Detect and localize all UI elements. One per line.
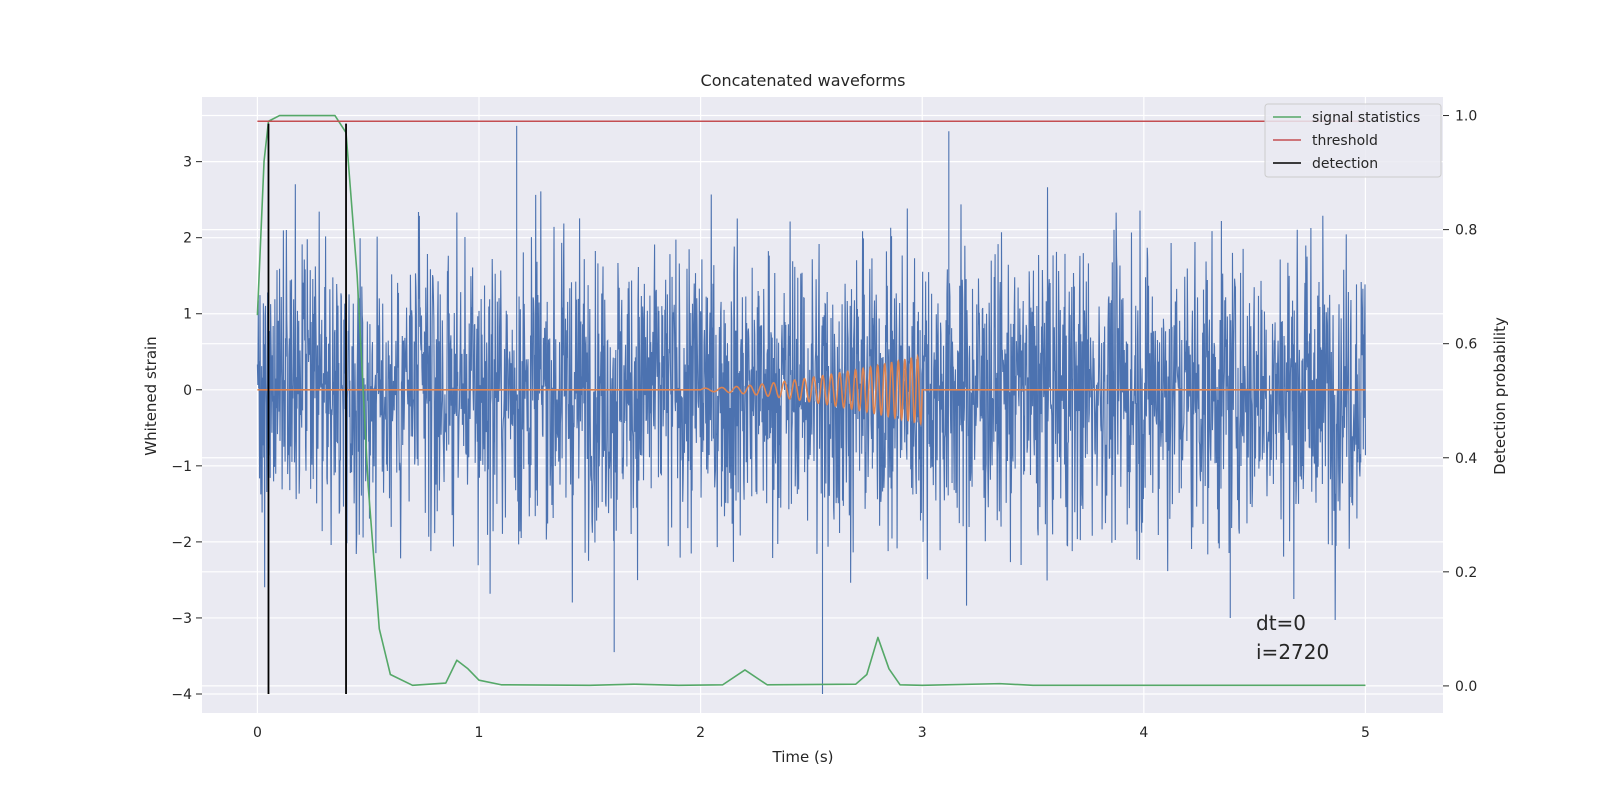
y2-tick-label: 0.0 bbox=[1455, 679, 1477, 695]
y-tick-label: 2 bbox=[183, 231, 192, 247]
y-tick-label: −2 bbox=[171, 535, 192, 551]
y-axis-label: Whitened strain bbox=[142, 336, 160, 455]
y-tick-label: −4 bbox=[171, 687, 192, 703]
annotation-index: i=2720 bbox=[1256, 640, 1329, 664]
noise-series bbox=[256, 125, 1366, 694]
chirp-line bbox=[257, 353, 1366, 427]
y-axis-ticks: 3 2 1 0 −1 −2 −3 −4 bbox=[171, 155, 202, 703]
detection-series bbox=[267, 123, 347, 694]
legend-label-signal-statistics: signal statistics bbox=[1312, 110, 1420, 126]
x-axis-label: Time (s) bbox=[772, 748, 834, 766]
signal-statistics-line bbox=[256, 114, 1366, 687]
x-tick-label: 3 bbox=[918, 725, 927, 741]
signal-statistics-series bbox=[256, 114, 1366, 687]
y-tick-label: 0 bbox=[183, 383, 192, 399]
y2-tick-label: 0.6 bbox=[1455, 337, 1477, 353]
x-tick-label: 5 bbox=[1361, 725, 1370, 741]
x-axis-ticks: 0 1 2 3 4 5 bbox=[253, 725, 1370, 741]
chart-title: Concatenated waveforms bbox=[701, 71, 906, 90]
y2-tick-label: 0.8 bbox=[1455, 223, 1477, 239]
y-tick-label: 3 bbox=[183, 155, 192, 171]
legend-label-detection: detection bbox=[1312, 156, 1378, 172]
chirp-series bbox=[257, 353, 1366, 427]
legend-frame bbox=[1264, 103, 1442, 178]
annotation-dt: dt=0 bbox=[1256, 611, 1306, 635]
y-tick-label: 1 bbox=[183, 307, 192, 323]
y-tick-label: −3 bbox=[171, 611, 192, 627]
y2-tick-label: 0.2 bbox=[1455, 565, 1477, 581]
x-tick-label: 4 bbox=[1139, 725, 1148, 741]
legend-label-threshold: threshold bbox=[1312, 133, 1378, 149]
y2-axis-ticks: 0.0 0.2 0.4 0.6 0.8 1.0 bbox=[1443, 109, 1477, 695]
y-tick-label: −1 bbox=[171, 459, 192, 475]
legend: signal statistics threshold detection bbox=[1264, 103, 1442, 178]
x-tick-label: 1 bbox=[475, 725, 484, 741]
y2-tick-label: 0.4 bbox=[1455, 451, 1477, 467]
noise-line bbox=[256, 125, 1366, 694]
x-tick-label: 2 bbox=[696, 725, 705, 741]
y2-axis-label: Detection probability bbox=[1491, 317, 1509, 475]
y2-tick-label: 1.0 bbox=[1455, 109, 1477, 125]
x-tick-label: 0 bbox=[253, 725, 262, 741]
